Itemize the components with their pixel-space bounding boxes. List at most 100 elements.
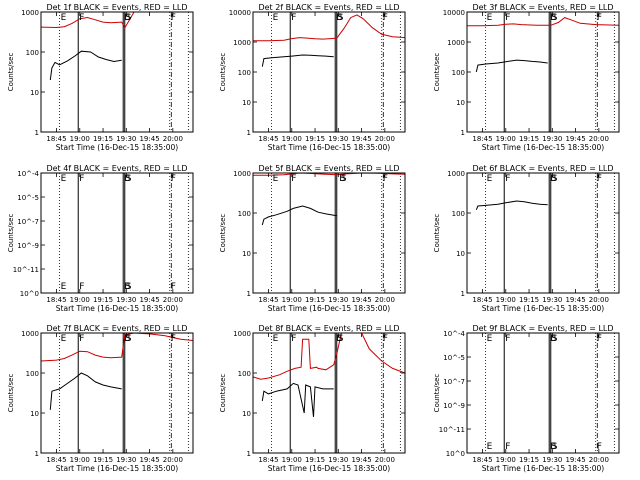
marker-label: F <box>291 13 296 23</box>
marker-label: F <box>171 282 176 292</box>
x-tick-label: 19:45 <box>351 456 371 464</box>
y-tick-label: 10^0 <box>20 290 39 298</box>
marker-label: S <box>552 334 558 344</box>
marker-label: S <box>341 174 347 184</box>
panel-title: Det 3f BLACK = Events, RED = LLD <box>472 3 613 12</box>
marker-label: F <box>79 174 84 184</box>
y-axis-label: Counts/sec <box>7 214 15 253</box>
x-axis-label: Start Time (16-Dec-15 18:35:00) <box>268 464 390 473</box>
y-axis-label: Counts/sec <box>7 53 15 92</box>
series-events-line <box>261 205 337 226</box>
marker-label: F <box>79 334 84 344</box>
y-tick-label: 10 <box>242 410 251 418</box>
x-tick-label: 20:00 <box>589 296 609 304</box>
series-events-line <box>475 200 548 210</box>
y-tick-label: 10^-11 <box>13 266 39 274</box>
x-tick-label: 20:00 <box>163 135 183 143</box>
x-tick-label: 18:45 <box>258 135 278 143</box>
x-axis-label: Start Time (16-Dec-15 18:35:00) <box>482 304 604 313</box>
y-axis-label: Counts/sec <box>433 214 441 253</box>
marker-label: B <box>339 174 345 184</box>
x-tick-label: 20:00 <box>375 296 395 304</box>
marker-label: F <box>171 13 176 23</box>
marker-label: E <box>273 13 279 23</box>
x-tick-label: 19:15 <box>305 296 325 304</box>
x-axis-label: Start Time (16-Dec-15 18:35:00) <box>56 143 178 152</box>
panel-title: Det 9f BLACK = Events, RED = LLD <box>472 324 613 333</box>
series-lld-line <box>467 17 620 27</box>
x-tick-label: 19:45 <box>565 456 585 464</box>
marker-label: F <box>291 334 296 344</box>
x-tick-label: 20:00 <box>589 456 609 464</box>
marker-label: E <box>487 13 493 23</box>
x-tick-label: 20:00 <box>163 456 183 464</box>
x-tick-label: 19:00 <box>282 456 302 464</box>
marker-label: B <box>124 334 130 344</box>
y-tick-label: 10 <box>242 99 251 107</box>
y-axis-label: Counts/sec <box>433 374 441 413</box>
x-tick-label: 19:00 <box>496 456 516 464</box>
x-tick-label: 19:30 <box>542 456 562 464</box>
series-events-line <box>475 59 548 73</box>
x-tick-label: 19:30 <box>328 456 348 464</box>
x-tick-label: 20:00 <box>589 135 609 143</box>
marker-label: F <box>171 334 176 344</box>
marker-label: S <box>552 174 558 184</box>
y-tick-label: 10^-5 <box>443 354 465 362</box>
series-events-line <box>49 50 122 81</box>
marker-label: E <box>273 334 279 344</box>
plot-frame <box>466 11 620 133</box>
marker-label: E <box>487 174 493 184</box>
y-tick-label: 10 <box>30 89 39 97</box>
plot-frame <box>40 172 194 294</box>
x-tick-label: 19:15 <box>93 135 113 143</box>
y-tick-label: 10 <box>242 250 251 258</box>
y-axis-label: Counts/sec <box>7 374 15 413</box>
x-tick-label: 19:45 <box>565 296 585 304</box>
marker-label: B <box>550 442 556 452</box>
x-tick-label: 19:30 <box>328 296 348 304</box>
x-tick-label: 19:15 <box>519 135 539 143</box>
marker-label: S <box>552 442 558 452</box>
y-tick-label: 100 <box>26 49 39 57</box>
marker-label: F <box>383 174 388 184</box>
x-tick-label: 20:00 <box>163 296 183 304</box>
x-tick-label: 19:00 <box>496 135 516 143</box>
y-tick-label: 10 <box>30 410 39 418</box>
plot-frame <box>40 11 194 133</box>
x-tick-label: 19:45 <box>139 135 159 143</box>
marker-label: E <box>61 282 67 292</box>
series-lld-line <box>40 332 194 362</box>
y-tick-label: 10 <box>456 250 465 258</box>
marker-label: F <box>505 174 510 184</box>
x-tick-label: 19:15 <box>93 296 113 304</box>
x-tick-label: 18:45 <box>472 135 492 143</box>
x-tick-label: 19:45 <box>351 135 371 143</box>
marker-label: S <box>126 282 132 292</box>
y-tick-label: 100 <box>238 370 251 378</box>
marker-label: S <box>126 334 132 344</box>
y-tick-label: 1 <box>35 129 39 137</box>
plot-frame <box>40 332 194 454</box>
marker-label: F <box>597 334 602 344</box>
plot-frame <box>252 172 406 294</box>
marker-label: S <box>126 174 132 184</box>
y-axis-label: Counts/sec <box>433 53 441 92</box>
y-tick-label: 10^0 <box>446 450 465 458</box>
y-tick-label: 10000 <box>443 9 465 17</box>
x-tick-label: 19:30 <box>116 456 136 464</box>
marker-label: F <box>505 13 510 23</box>
x-tick-label: 18:45 <box>258 456 278 464</box>
marker-label: B <box>550 13 556 23</box>
x-tick-label: 19:45 <box>565 135 585 143</box>
x-tick-label: 19:15 <box>305 135 325 143</box>
panel-title: Det 8f BLACK = Events, RED = LLD <box>258 324 399 333</box>
marker-label: F <box>597 442 602 452</box>
y-tick-label: 10 <box>456 99 465 107</box>
marker-label: F <box>505 442 510 452</box>
